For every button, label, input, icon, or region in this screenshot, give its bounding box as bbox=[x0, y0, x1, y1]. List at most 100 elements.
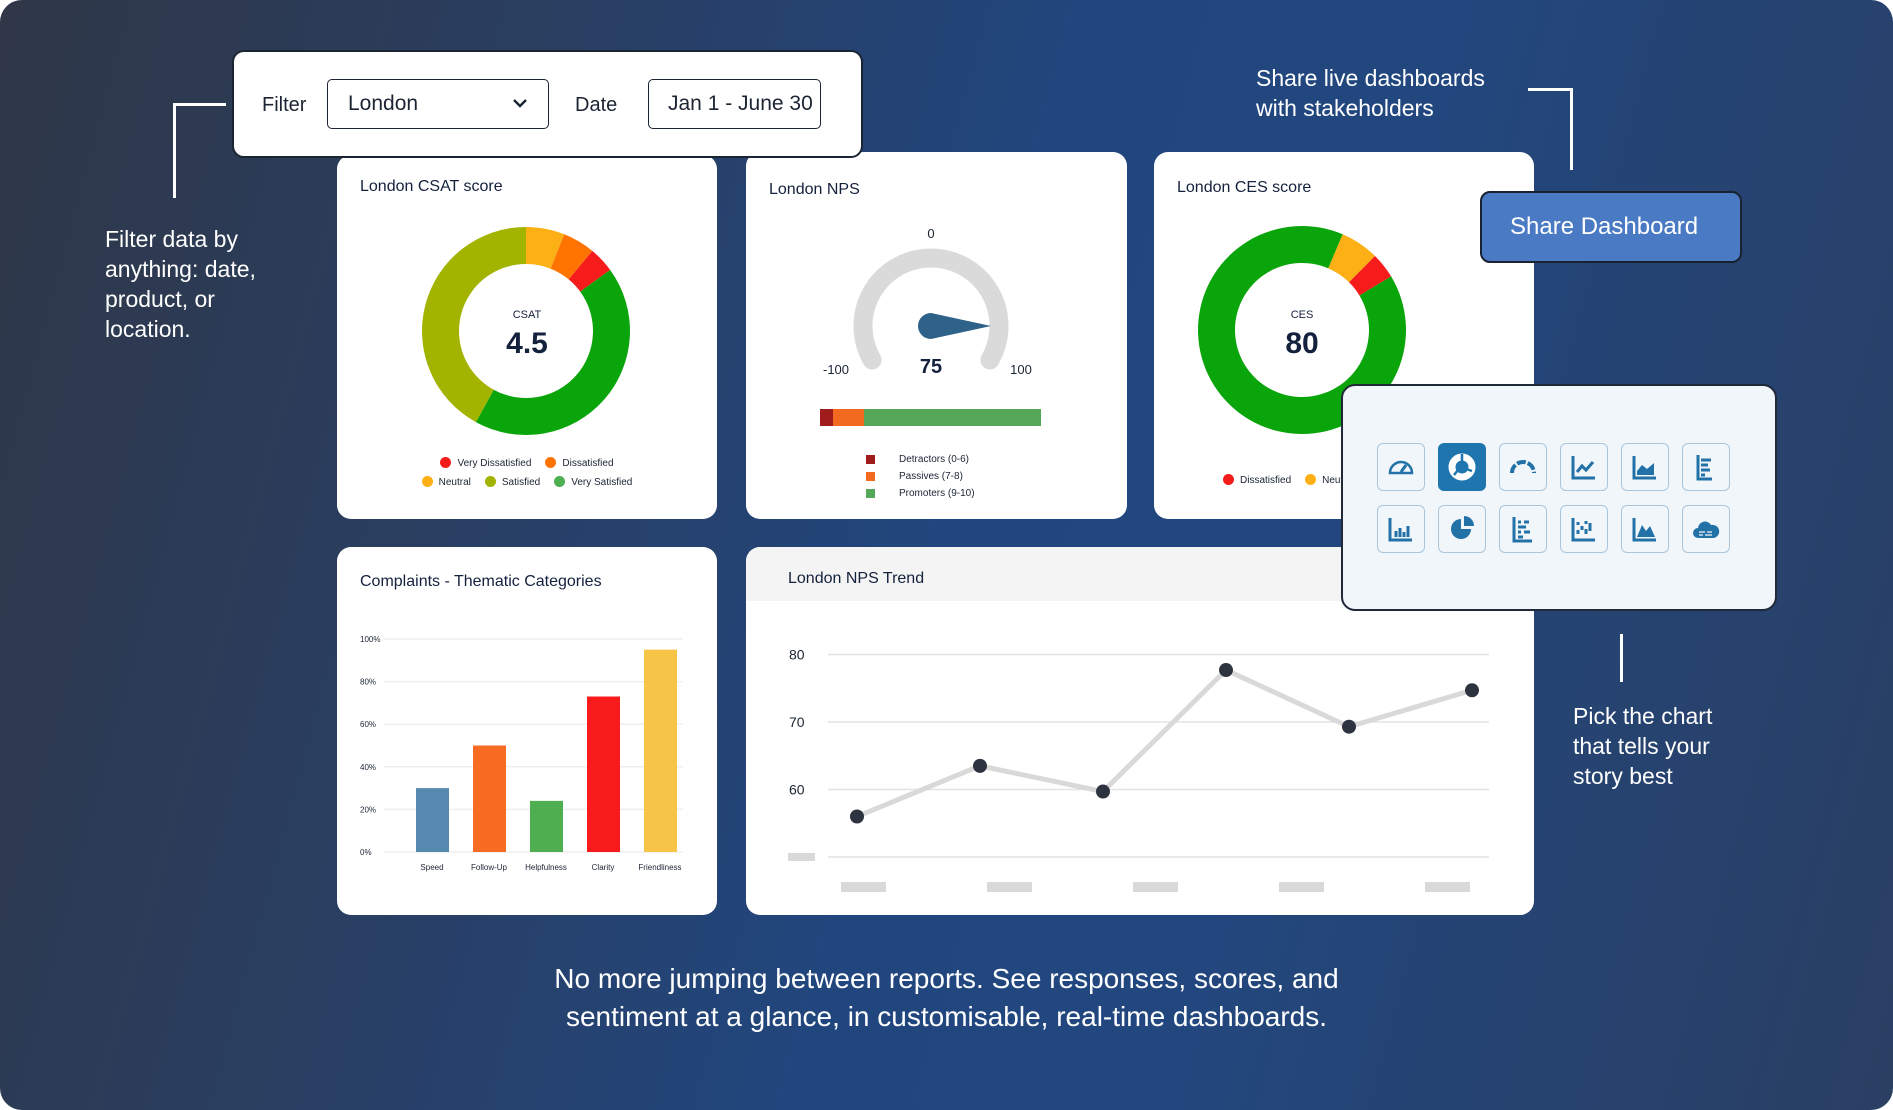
note-line: Share live dashboards bbox=[1256, 65, 1485, 91]
x-label-placeholder bbox=[841, 882, 886, 892]
csat-donut-chart bbox=[421, 227, 631, 436]
ces-score: 80 bbox=[1285, 327, 1319, 360]
chart-type-option[interactable] bbox=[1377, 443, 1425, 491]
donut-segment bbox=[1198, 226, 1406, 434]
x-label-placeholder bbox=[1133, 882, 1178, 892]
data-point[interactable] bbox=[1096, 784, 1110, 799]
legend-swatch bbox=[866, 455, 875, 464]
pie-chart-icon bbox=[1451, 516, 1474, 539]
legend-swatch bbox=[866, 489, 875, 498]
y-tick-label: 100% bbox=[360, 635, 380, 644]
legend-label: Neutral bbox=[438, 477, 471, 488]
data-point[interactable] bbox=[973, 758, 987, 773]
filter-label: Filter bbox=[262, 94, 307, 116]
bar bbox=[530, 800, 563, 852]
legend-swatch bbox=[484, 476, 496, 487]
bar-chart-icon bbox=[1388, 518, 1412, 542]
nps-trend-line-chart: 80 70 60 bbox=[788, 647, 1489, 892]
chart-type-option[interactable] bbox=[1621, 443, 1669, 491]
chart-type-option[interactable] bbox=[1560, 443, 1608, 491]
scatter-grid-icon bbox=[1571, 518, 1595, 542]
legend-label: Very Dissatisfied bbox=[457, 458, 532, 469]
connector-line bbox=[1570, 88, 1573, 170]
donut-segment bbox=[1328, 234, 1376, 283]
legend-swatch bbox=[545, 457, 557, 468]
card-title: London NPS Trend bbox=[788, 570, 925, 587]
chart-type-option[interactable] bbox=[1560, 505, 1608, 553]
csat-card: London CSAT score CSAT 4.5 Very Dissatis… bbox=[337, 155, 717, 519]
share-note: Share live dashboards with stakeholders bbox=[1256, 63, 1485, 123]
donut-center-label: CES bbox=[1290, 309, 1314, 321]
location-select[interactable]: London bbox=[327, 79, 549, 129]
x-label-placeholder bbox=[1279, 882, 1324, 892]
nps-value: 75 bbox=[919, 356, 943, 378]
legend-item: Passives (7-8) bbox=[866, 468, 975, 485]
line-chart-icon bbox=[1571, 456, 1595, 480]
chart-type-option[interactable] bbox=[1499, 505, 1547, 553]
data-point[interactable] bbox=[1219, 663, 1233, 678]
donut-segment bbox=[1349, 255, 1392, 296]
data-point[interactable] bbox=[1342, 719, 1356, 734]
connector-line bbox=[1528, 88, 1573, 91]
x-tick-label: Friendliness bbox=[638, 863, 681, 872]
semi-gauge-icon bbox=[1510, 460, 1536, 474]
legend-item: Very Satisfied bbox=[554, 476, 632, 488]
csat-score: 4.5 bbox=[506, 327, 548, 360]
breakdown-segment bbox=[864, 409, 1041, 426]
y-tick-label: 40% bbox=[360, 763, 376, 772]
gauge-track bbox=[853, 248, 1009, 370]
chevron-down-icon bbox=[513, 99, 527, 108]
x-tick-label: Follow-Up bbox=[471, 863, 508, 872]
y-tick-label: 80% bbox=[360, 678, 376, 687]
chart-type-option[interactable] bbox=[1621, 505, 1669, 553]
area-line-chart-icon bbox=[1632, 456, 1656, 480]
legend-swatch bbox=[421, 476, 433, 487]
chart-type-option[interactable] bbox=[1682, 505, 1730, 553]
donut-segment bbox=[421, 227, 526, 423]
x-tick-label: Clarity bbox=[592, 863, 615, 872]
donut-segment bbox=[568, 250, 611, 292]
note-line: Pick the chart bbox=[1573, 703, 1713, 729]
chart-type-option[interactable] bbox=[1438, 505, 1486, 553]
connector-line bbox=[1620, 634, 1623, 682]
legend-item: Detractors (0-6) bbox=[866, 451, 975, 468]
ces-card: London CES score CES 80 Dissatisfied Neut… bbox=[1154, 152, 1534, 519]
location-value: London bbox=[348, 92, 419, 115]
legend-item: Dissatisfied bbox=[1223, 474, 1291, 486]
breakdown-segment bbox=[833, 409, 865, 426]
legend-swatch bbox=[440, 457, 452, 468]
nps-legend: Detractors (0-6) Passives (7-8) Promoters … bbox=[866, 451, 975, 502]
note-line: Filter data by bbox=[105, 226, 238, 252]
card-title: London CSAT score bbox=[360, 178, 503, 195]
chart-type-option[interactable] bbox=[1499, 443, 1547, 491]
x-tick-label: Speed bbox=[420, 863, 443, 872]
horizontal-bar-icon bbox=[1696, 455, 1712, 481]
chart-type-option[interactable] bbox=[1682, 443, 1730, 491]
donut-segment bbox=[526, 227, 565, 269]
legend-item: Dissatisfied bbox=[545, 457, 614, 469]
legend-label: Neutral bbox=[1322, 475, 1355, 486]
bar bbox=[644, 649, 677, 852]
legend-item: Neutral bbox=[421, 476, 471, 488]
gauge-icon bbox=[1388, 460, 1414, 475]
card-title: London NPS bbox=[769, 181, 860, 198]
legend-label: Passives (7-8) bbox=[899, 471, 963, 482]
share-dashboard-button[interactable]: Share Dashboard bbox=[1480, 191, 1742, 263]
date-range-field[interactable]: Jan 1 - June 30 bbox=[648, 79, 821, 129]
connector-line bbox=[173, 103, 176, 198]
filter-note: Filter data by anything: date, product, … bbox=[105, 224, 256, 344]
x-label-placeholder bbox=[1425, 882, 1470, 892]
legend-label: Dissatisfied bbox=[562, 458, 614, 469]
date-value: Jan 1 - June 30 bbox=[668, 92, 813, 115]
data-point[interactable] bbox=[850, 809, 864, 824]
data-point[interactable] bbox=[1465, 683, 1479, 698]
note-line: story best bbox=[1573, 763, 1673, 789]
legend: Neutral Satisfied Very Satisfied bbox=[337, 476, 717, 488]
chart-type-option[interactable] bbox=[1438, 443, 1486, 491]
chart-type-option[interactable] bbox=[1377, 505, 1425, 553]
legend-item: Very Dissatisfied bbox=[440, 457, 531, 469]
footer-text: No more jumping between reports. See res… bbox=[0, 960, 1893, 1036]
bar bbox=[473, 745, 506, 852]
donut-chart-icon bbox=[1448, 453, 1476, 481]
